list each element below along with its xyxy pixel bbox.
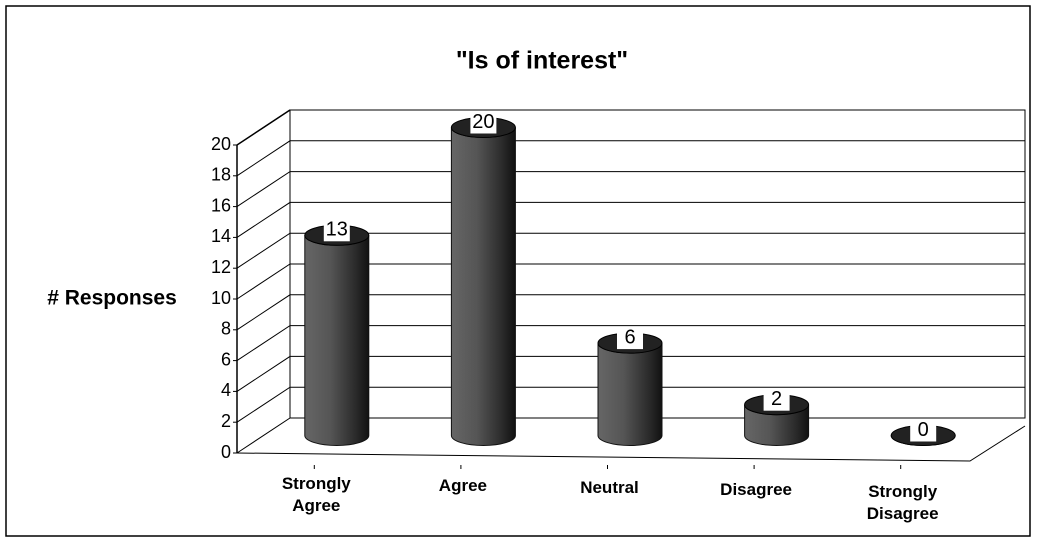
y-tick-label: 2	[221, 411, 231, 431]
y-tick-label: 4	[221, 380, 231, 400]
y-tick-label: 0	[221, 442, 231, 462]
frame	[5, 5, 1031, 537]
bar	[450, 127, 516, 446]
x-tick-label: Neutral	[580, 478, 639, 497]
y-tick-label: 14	[211, 226, 231, 246]
grid-line	[236, 201, 1025, 238]
grid-line	[236, 140, 1025, 177]
value-label: 13	[326, 219, 348, 241]
grid-line	[236, 294, 1025, 331]
value-label: 20	[472, 111, 494, 133]
chart-title: "Is of interest"	[456, 47, 628, 75]
x-tick-label: Strongly Disagree	[866, 482, 939, 523]
grid-line	[236, 109, 1025, 146]
value-label-box	[763, 388, 790, 411]
grid-line	[236, 232, 1025, 269]
y-tick-label: 18	[211, 165, 231, 185]
grid-line	[236, 355, 1025, 392]
grid-line	[236, 171, 1025, 208]
bar	[304, 235, 370, 446]
grid-line	[236, 386, 1025, 423]
grid-line	[236, 263, 1025, 300]
value-label-box	[910, 419, 937, 442]
y-tick-label: 16	[211, 195, 231, 215]
y-tick-label: 10	[211, 288, 231, 308]
y-tick-label: 20	[211, 134, 231, 154]
value-label: 2	[771, 388, 782, 410]
y-tick-label: 6	[221, 349, 231, 369]
floor	[236, 425, 1026, 462]
y-axis-label: # Responses	[47, 287, 177, 310]
grid-line	[236, 325, 1025, 362]
value-label-box	[617, 327, 643, 350]
value-label-box	[323, 219, 350, 242]
value-label-box	[470, 111, 497, 134]
value-label: 0	[918, 419, 929, 441]
bar	[597, 343, 663, 446]
y-tick-label: 8	[221, 319, 231, 339]
x-tick-label: Disagree	[720, 480, 792, 499]
y-tick-label: 12	[211, 257, 231, 277]
x-tick-label: Agree	[438, 476, 487, 495]
value-label: 6	[624, 326, 635, 348]
x-tick-label: Strongly Agree	[281, 474, 351, 515]
